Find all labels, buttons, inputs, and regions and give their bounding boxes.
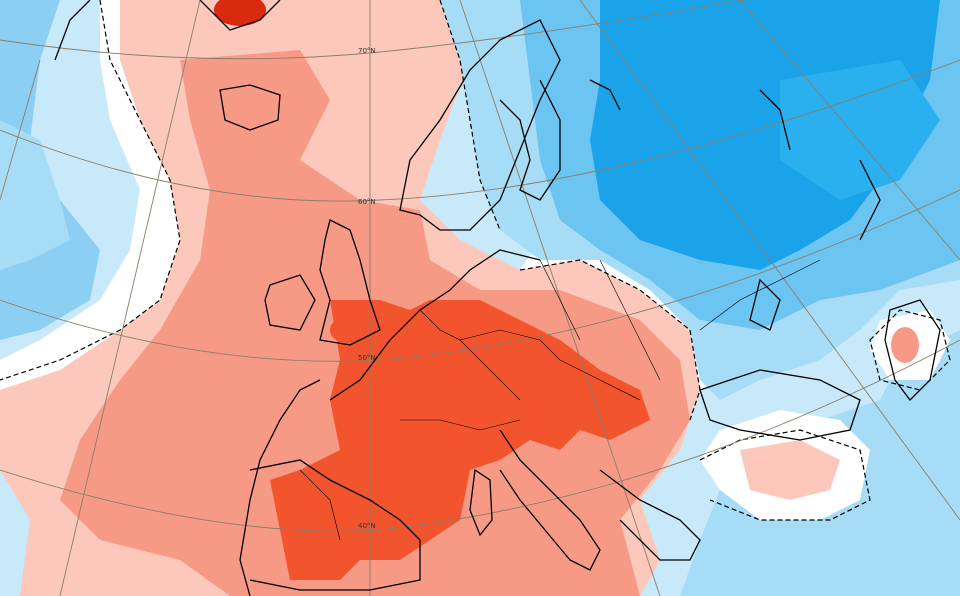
coast-crimea: [749, 278, 781, 331]
lat-label-40: 40°N: [358, 522, 376, 530]
coast-corsica-sardinia: [469, 468, 493, 537]
coast-balkans: [599, 469, 701, 561]
meridian-w30: [59, 0, 201, 596]
coast-baltic: [499, 79, 561, 201]
graticule-70n: [0, 0, 746, 60]
lat-label-50: 50°N: [358, 354, 376, 362]
graticule-40n: [0, 339, 960, 532]
coast-greenland: [54, 0, 281, 61]
coast-scandinavia: [399, 19, 561, 231]
coast-continental: [239, 249, 541, 596]
meridian-e20: [459, 0, 661, 596]
coast-iberia: [249, 459, 421, 591]
graticule-50n: [0, 189, 960, 362]
coast-italy: [499, 429, 601, 571]
coast-lakes: [589, 79, 881, 241]
warm-anomaly-hotspots: [214, 0, 370, 344]
coast-britain: [319, 219, 381, 346]
meridian-w50: [0, 59, 41, 201]
coast-black-sea: [699, 369, 861, 441]
lat-label-60: 60°N: [358, 198, 376, 206]
graticule-60n: [0, 59, 960, 202]
meridian-e40: [579, 0, 960, 521]
neutral-east-med: [700, 310, 950, 520]
coastlines: [54, 0, 941, 596]
latitude-labels: 70°N 60°N 50°N 40°N: [358, 47, 376, 530]
meridian-e60: [739, 0, 960, 261]
cool-anomaly-west: [0, 0, 100, 340]
country-borders: [299, 259, 821, 541]
coast-caspian: [884, 299, 941, 401]
lat-label-70: 70°N: [358, 47, 376, 55]
warm-anomaly-strong: [270, 300, 650, 580]
zero-contour-lines: [0, 0, 951, 521]
coast-iceland: [219, 84, 281, 131]
coast-ireland: [264, 274, 316, 331]
